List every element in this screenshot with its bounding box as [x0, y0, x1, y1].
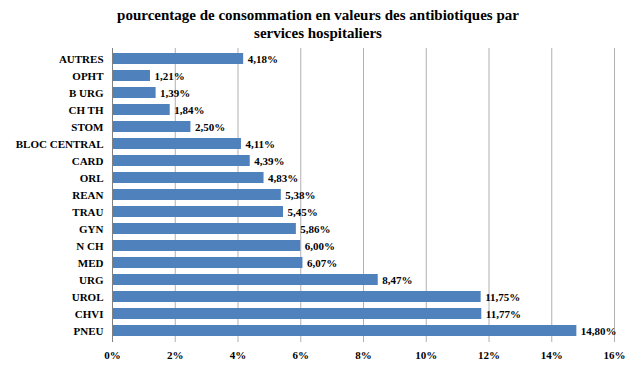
- svg-text:TRAU: TRAU: [72, 206, 103, 218]
- svg-text:1,39%: 1,39%: [160, 87, 190, 99]
- svg-text:GYN: GYN: [79, 223, 104, 235]
- svg-text:UROL: UROL: [72, 291, 104, 303]
- svg-text:11,77%: 11,77%: [486, 308, 521, 320]
- svg-text:12%: 12%: [478, 349, 500, 361]
- svg-text:5,38%: 5,38%: [285, 189, 315, 201]
- svg-text:4%: 4%: [230, 349, 247, 361]
- svg-text:2%: 2%: [167, 349, 184, 361]
- svg-text:8,47%: 8,47%: [382, 274, 412, 286]
- svg-text:AUTRES: AUTRES: [59, 53, 104, 65]
- svg-text:ORL: ORL: [80, 172, 104, 184]
- svg-text:PNEU: PNEU: [74, 325, 104, 337]
- svg-text:B URG: B URG: [69, 87, 104, 99]
- svg-text:BLOC CENTRAL: BLOC CENTRAL: [16, 138, 104, 150]
- svg-text:CH TH: CH TH: [69, 104, 104, 116]
- svg-text:16%: 16%: [604, 349, 626, 361]
- svg-text:10%: 10%: [415, 349, 437, 361]
- svg-text:8%: 8%: [355, 349, 372, 361]
- svg-text:REAN: REAN: [72, 189, 103, 201]
- svg-text:URG: URG: [79, 274, 104, 286]
- svg-text:5,86%: 5,86%: [300, 223, 330, 235]
- svg-text:14%: 14%: [541, 349, 563, 361]
- svg-text:2,50%: 2,50%: [195, 121, 225, 133]
- svg-text:CARD: CARD: [72, 155, 104, 167]
- svg-text:6,00%: 6,00%: [305, 240, 335, 252]
- svg-text:4,39%: 4,39%: [254, 155, 284, 167]
- svg-text:6%: 6%: [293, 349, 310, 361]
- svg-text:1,84%: 1,84%: [174, 104, 204, 116]
- svg-text:N CH: N CH: [76, 240, 104, 252]
- svg-text:1,21%: 1,21%: [154, 70, 184, 82]
- svg-text:5,45%: 5,45%: [287, 206, 317, 218]
- svg-text:4,83%: 4,83%: [268, 172, 298, 184]
- html-text:pourcentage de consommation en: pourcentage de consommation en valeurs d…: [117, 7, 519, 41]
- svg-text:0%: 0%: [104, 349, 121, 361]
- svg-text:4,18%: 4,18%: [248, 53, 278, 65]
- svg-text:MED: MED: [78, 257, 104, 269]
- svg-text:11,75%: 11,75%: [485, 291, 520, 303]
- svg-text:OPHT: OPHT: [72, 70, 104, 82]
- svg-text:STOM: STOM: [71, 121, 104, 133]
- svg-text:6,07%: 6,07%: [307, 257, 337, 269]
- svg-text:CHVI: CHVI: [75, 308, 104, 320]
- svg-text:14,80%: 14,80%: [581, 325, 617, 337]
- svg-text:4,11%: 4,11%: [245, 138, 275, 150]
